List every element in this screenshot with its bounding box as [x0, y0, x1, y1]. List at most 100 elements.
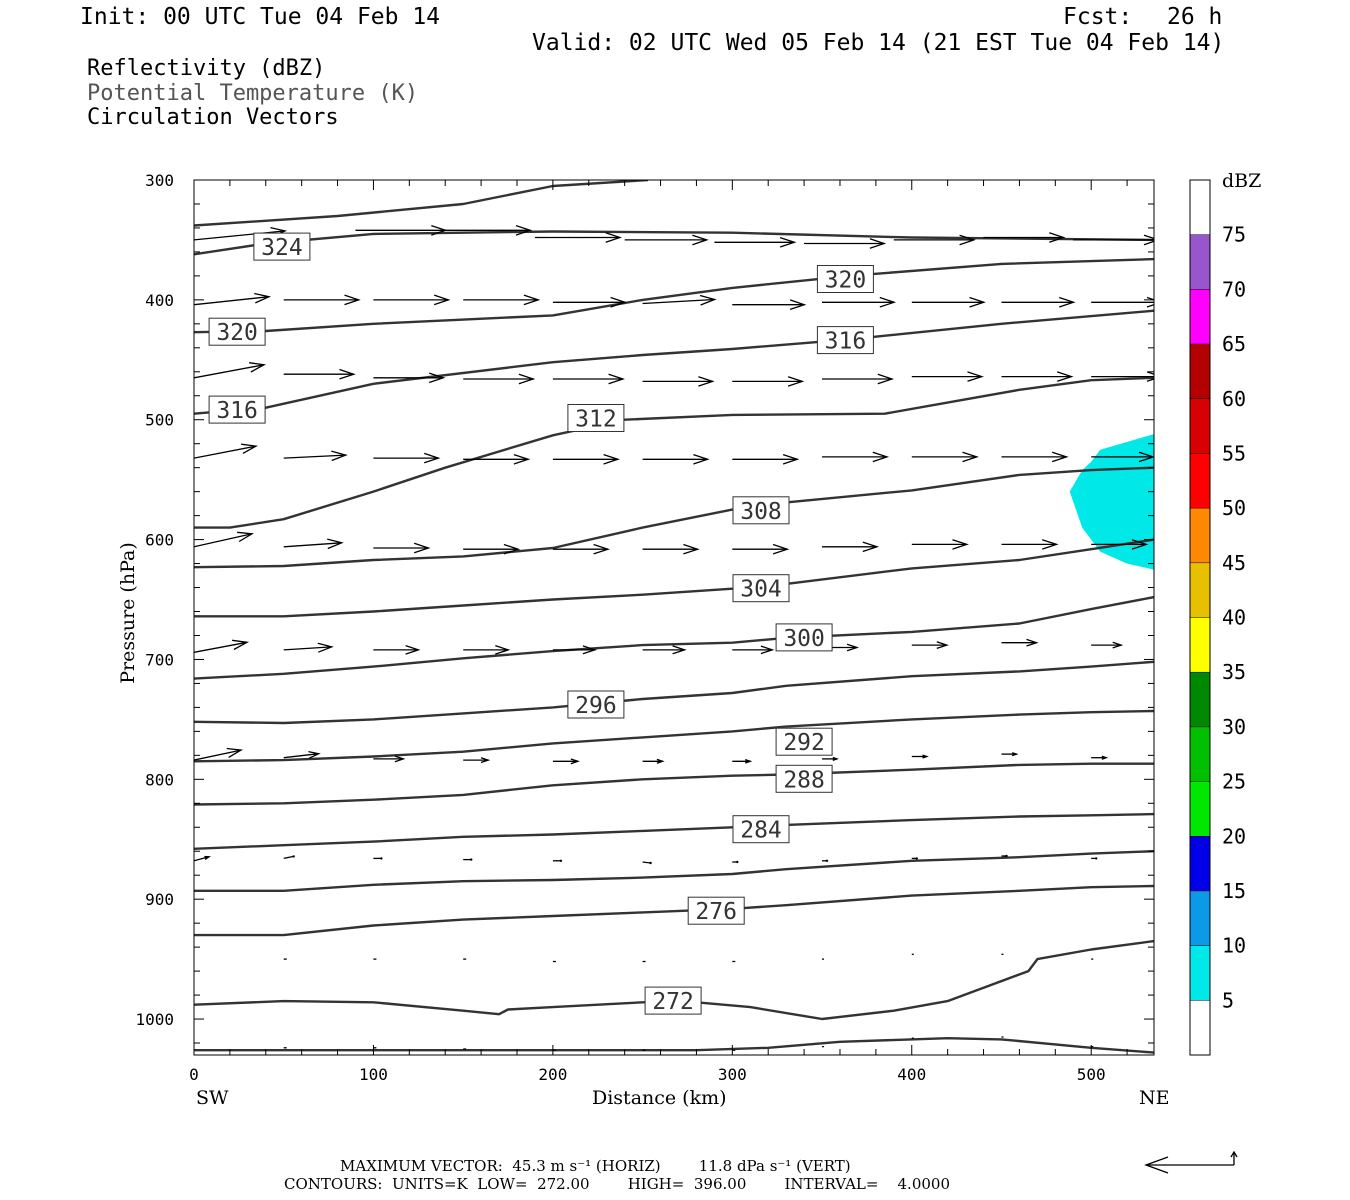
vector-21 [194, 362, 267, 379]
vector-59 [642, 645, 687, 655]
y-tick-label: 700 [145, 650, 174, 669]
vector-45 [373, 542, 431, 554]
reflectivity-area-0 [1069, 434, 1154, 570]
x-axis-title: Distance (km) [592, 1087, 727, 1109]
vector-55 [283, 642, 334, 653]
colorbar-bin-4 [1190, 781, 1210, 837]
colorbar-label: 65 [1222, 332, 1246, 356]
vector-81 [642, 861, 652, 865]
valid-time: Valid: 02 UTC Wed 05 Feb 14 (21 EST Tue … [532, 30, 1225, 56]
isentrope-292 [194, 709, 1154, 763]
y-tick-label: 400 [145, 291, 174, 310]
field-vectors: Circulation Vectors [87, 105, 339, 130]
colorbar-label: 5 [1222, 988, 1234, 1012]
vector-6 [804, 238, 887, 249]
vector-63 [1001, 638, 1039, 647]
y-axis-title: Pressure (hPa) [117, 542, 139, 684]
contour-label-text: 316 [825, 329, 867, 355]
colorbar-bin-13 [1190, 289, 1210, 345]
field-theta: Potential Temperature (K) [87, 81, 419, 106]
vector-47 [552, 543, 610, 555]
vector-51 [911, 539, 969, 550]
vector-41 [1001, 451, 1069, 463]
vector-4 [624, 234, 709, 246]
isentrope-316 [194, 309, 1154, 415]
contour-label-296: 296 [567, 690, 625, 719]
vector-30 [1001, 371, 1074, 382]
vector-49 [732, 543, 790, 555]
vector-83 [822, 859, 829, 862]
vector-17 [822, 296, 897, 308]
vector-13 [463, 294, 541, 306]
isentrope-268 [194, 1036, 1154, 1054]
vector-7 [893, 234, 976, 246]
colorbar-label: 15 [1222, 879, 1246, 903]
contour-label-272: 272 [644, 986, 702, 1015]
y-tick-label: 300 [145, 171, 174, 190]
vector-57 [463, 644, 511, 655]
colorbar-bin-8 [1190, 562, 1210, 618]
vector-73 [911, 754, 929, 759]
vector-65 [194, 747, 244, 761]
colorbar-bin-6 [1190, 672, 1210, 727]
colorbar-label: 50 [1222, 496, 1246, 520]
vector-53 [1091, 539, 1149, 550]
vector-26 [642, 376, 715, 387]
isentrope-280 [194, 850, 1154, 892]
contour-label-316: 316 [208, 395, 266, 424]
colorbar-bin-11 [1190, 398, 1210, 454]
vector-24 [463, 373, 536, 385]
colorbar-title: dBZ [1222, 170, 1262, 192]
vector-22 [283, 368, 356, 380]
vector-78 [373, 857, 383, 860]
contour-label-324: 324 [253, 232, 311, 261]
vector-34 [373, 452, 441, 464]
vector-15 [642, 294, 717, 306]
contour-label-308: 308 [732, 496, 790, 525]
vector-48 [642, 543, 700, 555]
vector-70 [642, 758, 665, 764]
vector-58 [552, 645, 597, 655]
init-time: Init: 00 UTC Tue 04 Feb 14 [80, 4, 441, 30]
y-tick-label: 900 [145, 890, 174, 909]
colorbar-label: 55 [1222, 441, 1246, 465]
vector-10 [194, 292, 272, 306]
vector-54 [194, 639, 250, 653]
vector-80 [552, 859, 563, 862]
contour-label-text: 276 [695, 899, 737, 925]
vector-50 [822, 541, 880, 553]
y-tick-label: 1000 [135, 1010, 174, 1029]
colorbar-bin-7 [1190, 617, 1210, 673]
colorbar-label: 70 [1222, 277, 1246, 301]
vector-71 [732, 758, 753, 764]
vector-18 [911, 296, 986, 308]
y-tick-label: 500 [145, 411, 174, 430]
plot-frame [193, 179, 1155, 1056]
vector-36 [552, 453, 620, 465]
colorbar-bin-2 [1190, 890, 1210, 946]
isentrope-304 [194, 538, 1154, 618]
contour-info: CONTOURS: UNITS=K LOW= 272.00 HIGH= 396.… [284, 1175, 950, 1193]
colorbar-bin-1 [1190, 945, 1210, 1001]
isentrope-276 [194, 884, 1154, 937]
vector-38 [732, 453, 800, 465]
colorbar-bin-12 [1190, 344, 1210, 399]
y-tick-label: 600 [145, 531, 174, 550]
colorbar-label: 10 [1222, 934, 1246, 958]
vector-44 [283, 538, 344, 550]
vector-74 [1001, 752, 1019, 757]
vector-43 [194, 531, 255, 548]
x-tick-label: 500 [1077, 1065, 1106, 1084]
vector-28 [822, 373, 895, 385]
x-tick-label: 300 [718, 1065, 747, 1084]
contour-label-text: 316 [216, 398, 258, 424]
contour-label-292: 292 [775, 727, 833, 756]
vector-75 [1091, 755, 1109, 760]
contour-label-304: 304 [732, 574, 790, 603]
vector-67 [373, 755, 406, 763]
vector-29 [911, 371, 984, 382]
isentrope-288 [194, 762, 1154, 806]
vector-85 [1001, 854, 1008, 858]
vector-20 [1091, 296, 1154, 308]
colorbar: 5 10 15 20 25 30 35 40 45 50 55 60 65 70 75 [1189, 179, 1246, 1056]
